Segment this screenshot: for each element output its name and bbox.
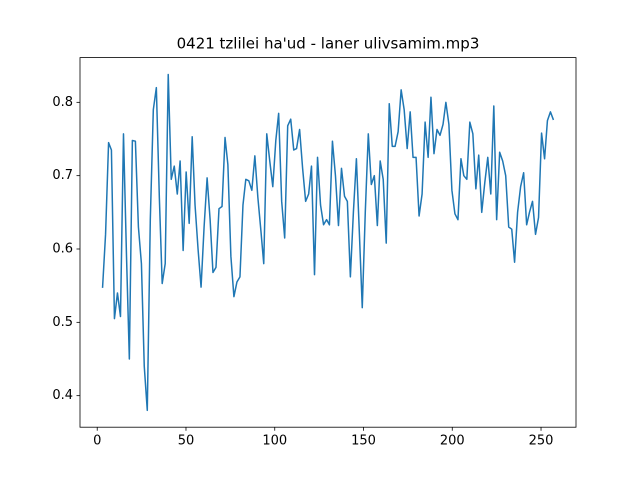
y-tick-label: 0.7 — [52, 168, 73, 183]
x-tick-label: 50 — [178, 434, 195, 449]
data-line — [101, 73, 555, 412]
chart-title: 0421 tzlilei ha'ud - laner ulivsamim.mp3 — [177, 35, 480, 53]
y-tick-label: 0.5 — [52, 315, 73, 330]
y-tick-label: 0.8 — [52, 95, 73, 110]
x-tick-label: 150 — [351, 434, 376, 449]
x-tick-label: 0 — [93, 434, 101, 449]
x-tick-label: 100 — [262, 434, 287, 449]
y-tick-label: 0.6 — [52, 242, 73, 257]
plot-frame — [79, 57, 577, 428]
y-tick-label: 0.4 — [52, 388, 73, 403]
x-tick-label: 200 — [440, 434, 465, 449]
x-tick-label: 250 — [529, 434, 554, 449]
